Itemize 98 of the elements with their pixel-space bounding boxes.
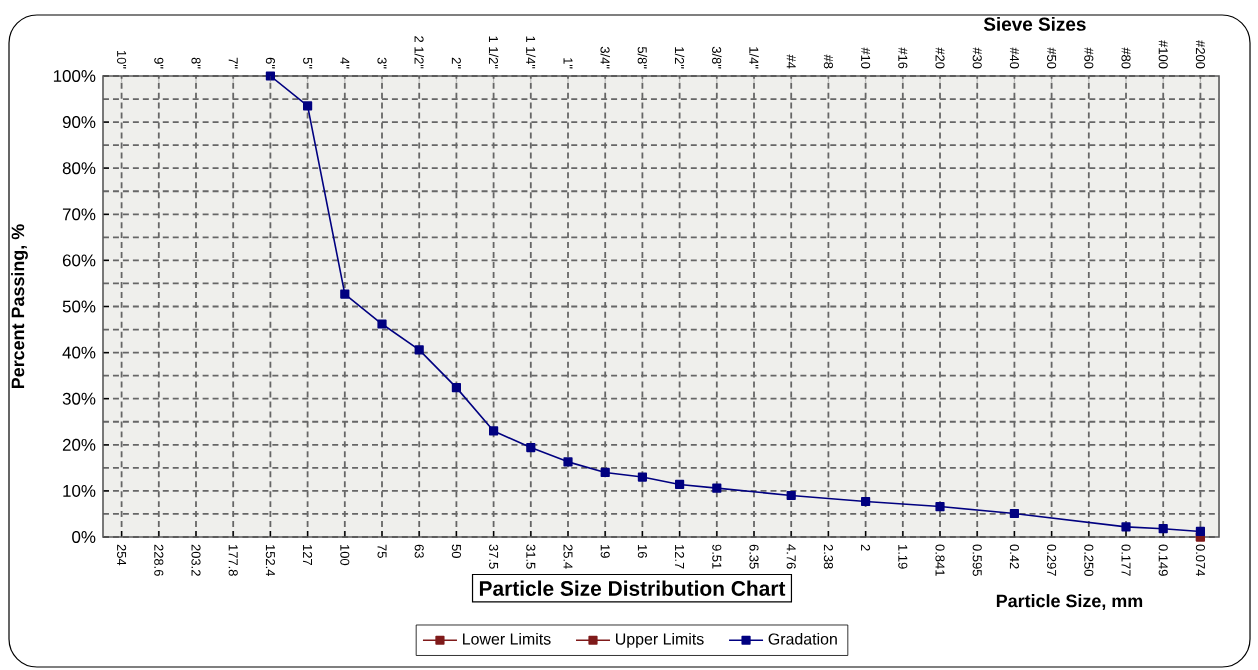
x-tick-label: 1.19: [898, 545, 908, 569]
x-tick-label: 177.8: [228, 545, 238, 576]
point: [1195, 526, 1206, 537]
point: [303, 101, 313, 111]
x-tick-label: 63: [414, 544, 424, 558]
x-tick-label: 50: [451, 544, 461, 558]
text: #4: [786, 54, 796, 69]
point: [340, 289, 350, 299]
text: 5/8": [637, 46, 648, 69]
text: #100: [1158, 40, 1168, 69]
x-tick-label: 4.76: [786, 544, 796, 569]
x-tick-label: 9.51: [712, 544, 722, 569]
point: [935, 501, 945, 512]
x-tick-label: 127: [303, 545, 313, 565]
text: 4": [340, 57, 350, 69]
y-tick-label: 90%: [62, 116, 96, 129]
text: Particle Size Distribution Chart: [479, 580, 786, 596]
y-tick-label: 20%: [62, 438, 96, 451]
text: #40: [1009, 47, 1019, 69]
text: #50: [1047, 47, 1057, 69]
text: #16: [898, 47, 908, 69]
text: #20: [935, 47, 945, 69]
x-tick-label: 0.841: [935, 544, 945, 576]
text: #30: [972, 47, 982, 69]
point: [1121, 522, 1131, 532]
y-tick-label: 80%: [62, 162, 96, 175]
point: [786, 490, 796, 501]
y-tick-label: 0%: [72, 531, 96, 543]
text: #60: [1084, 47, 1094, 69]
point: [414, 345, 424, 355]
x2-axis-title: Sieve Sizes: [983, 16, 1086, 31]
x-tick-label: 0.074: [1195, 544, 1205, 577]
point: [1009, 508, 1020, 519]
x-tick-label: 0.149: [1158, 544, 1168, 576]
x-tick-label: 37.5: [489, 544, 499, 569]
x-axis-title: Particle Size, mm: [996, 594, 1143, 610]
point: [637, 472, 647, 482]
text: 1/4": [749, 47, 759, 69]
y-axis-title: Percent Passing, %: [11, 224, 28, 389]
x-tick-label: 0.42: [1009, 544, 1019, 569]
text: #80: [1121, 47, 1131, 69]
x-tick-label: 25.4: [563, 544, 573, 569]
text: #8: [823, 54, 833, 69]
point: [712, 483, 722, 493]
y-tick-label: 60%: [62, 254, 96, 267]
text: 6": [265, 57, 275, 69]
text: 7": [228, 57, 238, 69]
y-tick-label: 10%: [63, 484, 96, 497]
x-tick-label: 31.5: [526, 544, 536, 569]
text: #200: [1195, 40, 1205, 69]
x-tick-label: 2.38: [823, 544, 833, 569]
y-tick-label: 70%: [62, 208, 96, 221]
x-tick-label: 19: [600, 545, 610, 558]
x-tick-label: 2: [861, 544, 871, 551]
text: 1 1/4": [526, 36, 536, 69]
text: 1": [563, 58, 573, 69]
x-tick-label: 6.35: [749, 544, 759, 569]
y-tick-label: 40%: [62, 346, 96, 359]
point: [265, 71, 275, 81]
x-tick-label: 100: [340, 545, 350, 566]
point: [377, 319, 387, 329]
legend-label: Upper Limits: [616, 632, 704, 648]
text: 5": [303, 57, 313, 69]
x-tick-label: 75: [377, 544, 387, 558]
x-tick-label: 203.2: [191, 544, 201, 576]
text: 3": [377, 57, 387, 69]
x-tick-label: 254: [117, 544, 127, 566]
point: [526, 442, 536, 453]
text: #10: [861, 47, 871, 69]
point: [600, 467, 610, 478]
x-tick-label: 0.250: [1084, 544, 1094, 576]
x-tick-label: 0.177: [1121, 544, 1131, 576]
text: 8": [191, 57, 201, 69]
text: 9": [154, 57, 164, 69]
text: 3/8": [712, 46, 722, 69]
y-tick-label: 50%: [62, 300, 96, 313]
legend-label: Gradation: [768, 632, 837, 645]
point: [861, 496, 871, 507]
text: 1 1/2": [488, 36, 499, 69]
x-tick-label: 0.297: [1047, 544, 1057, 576]
text: 2": [451, 57, 461, 69]
point: [451, 383, 461, 393]
point: [563, 457, 573, 467]
text: 1/2": [674, 47, 685, 69]
y-tick-label: 100%: [53, 70, 96, 82]
x-tick-label: 228.6: [154, 544, 164, 576]
x-tick-label: 152.4: [265, 545, 275, 577]
x-tick-label: 16: [637, 545, 647, 558]
point: [675, 479, 685, 490]
text: 10": [117, 50, 127, 69]
x-tick-label: 0.595: [972, 544, 982, 576]
text: 3/4": [600, 46, 610, 69]
text: 2 1/2": [414, 36, 424, 69]
point: [489, 426, 499, 436]
y-tick-label: 30%: [62, 392, 96, 405]
x-tick-label: 12.7: [675, 545, 685, 569]
point: [1158, 524, 1168, 534]
legend-label: Lower Limits: [463, 632, 551, 645]
